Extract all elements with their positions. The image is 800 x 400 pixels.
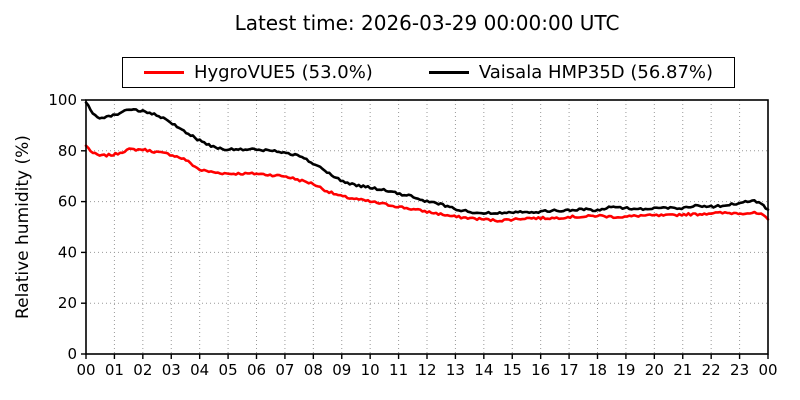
x-tick-label: 08 [304,361,323,379]
x-tick-label: 00 [76,361,95,379]
series-vaisala-hmp35d [84,101,770,215]
y-tick-label: 20 [58,294,77,312]
x-tick-label: 22 [702,361,721,379]
x-tick-label: 15 [503,361,522,379]
x-tick-label: 20 [645,361,664,379]
legend-item-hygrovue5: HygroVUE5 (53.0%) [143,62,373,83]
x-tick-label: 09 [332,361,351,379]
y-tick-label: 60 [58,193,77,211]
x-tick-label: 03 [162,361,181,379]
legend-line-sample-hygrovue5 [143,71,184,74]
legend-line-sample-vaisala-hmp35d [428,71,469,74]
x-tick-label: 21 [673,361,692,379]
x-tick-label: 04 [190,361,209,379]
y-tick-label: 80 [58,142,77,160]
x-tick-label: 18 [588,361,607,379]
x-tick-label: 02 [133,361,152,379]
y-tick-label: 0 [67,345,77,363]
series-hygrovue5 [84,144,770,223]
x-tick-label: 17 [560,361,579,379]
plot-frame [85,99,769,355]
x-tick-labels: 00 01 02 03 04 05 06 07 08 09 10 11 12 13 14 15 16 17 18 19… [76,361,777,379]
y-tick-label: 100 [48,91,77,109]
x-tick-label: 11 [389,361,408,379]
x-tick-label: 01 [105,361,124,379]
x-tick-label: 10 [361,361,380,379]
gridlines [86,100,768,354]
x-tick-label: 23 [730,361,749,379]
y-tick-labels: 0 20 40 60 80 100 [48,91,77,363]
x-tick-label: 12 [417,361,436,379]
legend-label-vaisala-hmp35d: Vaisala HMP35D (56.87%) [478,62,714,83]
x-tick-label: 14 [474,361,493,379]
y-axis-label: Relative humidity (%) [13,135,33,319]
chart-title: Latest time: 2026-03-29 00:00:00 UTC [234,11,620,35]
y-tick-label: 40 [58,243,77,261]
x-tick-label: 07 [275,361,294,379]
x-tick-label: 13 [446,361,465,379]
x-tick-label: 00 [758,361,777,379]
legend: HygroVUE5 (53.0%) Vaisala HMP35D (56.87%… [122,57,735,88]
tick-marks [81,99,769,359]
legend-item-vaisala-hmp35d: Vaisala HMP35D (56.87%) [428,62,714,83]
x-tick-label: 19 [616,361,635,379]
x-tick-label: 05 [219,361,238,379]
legend-label-hygrovue5: HygroVUE5 (53.0%) [193,62,373,83]
x-tick-label: 16 [531,361,550,379]
x-tick-label: 06 [247,361,266,379]
